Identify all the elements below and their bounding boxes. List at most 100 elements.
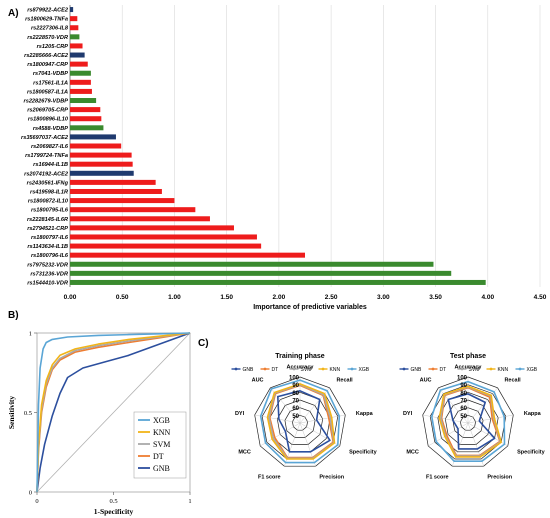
radar-gridline xyxy=(292,414,308,431)
radar-axis-label: F1 score xyxy=(426,474,449,480)
radar-legend-marker xyxy=(350,367,354,371)
radar-legend-marker xyxy=(263,367,267,371)
radar-series-line xyxy=(447,393,496,450)
roc-x-tick-label: 0 xyxy=(35,498,38,505)
radar-r-tick-label: 60 xyxy=(460,406,467,412)
radar-axis-label: Specificity xyxy=(517,449,545,455)
bar-category-label: rs1800947-CRP xyxy=(27,62,68,68)
bar xyxy=(70,116,102,122)
roc-diagonal xyxy=(36,332,191,493)
roc-x-axis-label: 1-Specificity xyxy=(94,507,134,516)
bar-x-tick-label: 0.00 xyxy=(64,294,77,301)
bar xyxy=(70,125,104,131)
bar-category-label: rs1205-CRP xyxy=(37,44,69,50)
radar-axis-label: Kappa xyxy=(356,411,374,417)
roc-legend-label: KNN xyxy=(153,428,171,437)
radar-axis-label: F1 score xyxy=(258,474,281,480)
radar-axis-label: Specificity xyxy=(349,449,377,455)
radar-series-line xyxy=(276,389,331,453)
roc-series-line xyxy=(36,332,191,493)
radar-legend-marker xyxy=(489,367,493,371)
radar-gridline xyxy=(276,399,324,445)
roc-y-tick-label: 0.5 xyxy=(24,410,32,417)
radar-spoke xyxy=(299,414,346,424)
radar-axis-label: Kappa xyxy=(524,411,542,417)
radar-spoke xyxy=(452,422,469,467)
bar-category-label: rs1800587-IL1A xyxy=(27,89,68,95)
roc-legend-label: XGB xyxy=(153,416,170,425)
bar xyxy=(70,198,175,204)
bar-category-label: rs1143634-IL1B xyxy=(27,244,68,250)
roc-y-axis-label: Sensitivity xyxy=(7,396,16,430)
radar-legend-marker xyxy=(460,367,464,371)
bar-x-tick-label: 4.50 xyxy=(534,294,547,301)
bar-category-label: rs2228145-IL6R xyxy=(27,217,68,223)
roc-legend-label: DT xyxy=(153,452,164,461)
bar xyxy=(70,61,88,67)
bar xyxy=(70,243,262,249)
bar xyxy=(70,207,196,213)
radar-legend-label: DT xyxy=(272,367,279,373)
panel-a-label: A) xyxy=(8,8,19,19)
bar-category-label: rs1800872-IL10 xyxy=(28,199,69,205)
bar xyxy=(70,88,92,94)
radar-series-line xyxy=(259,379,341,464)
radar-r-tick-label: 70 xyxy=(292,399,299,405)
roc-series-line xyxy=(36,332,191,493)
bar-category-label: rs1800795-IL6 xyxy=(31,208,69,214)
radar-legend-label: SVM xyxy=(469,367,480,373)
importance-bar-chart: 0.00 0.50 1.00 1.50 2.00 2.50 3.00 3.50 4.00 4.50… xyxy=(21,5,547,301)
bar-x-tick-label: 2.00 xyxy=(273,294,286,301)
bar xyxy=(70,98,97,104)
bar-category-label: rs419598-IL1R xyxy=(30,189,68,195)
bar-x-tick-label: 2.50 xyxy=(325,294,338,301)
bar-category-label: rs1800796-IL6 xyxy=(31,253,69,259)
panel-b-label: B) xyxy=(8,310,19,321)
bar xyxy=(70,7,74,13)
radar-r-tick-label: 50 xyxy=(292,414,299,420)
radar-legend-marker xyxy=(292,367,296,371)
radar-r-tick-label: 50 xyxy=(460,414,467,420)
bar-category-label: rs1544410-VDR xyxy=(27,280,68,286)
radar-legend-label: GNB xyxy=(243,367,255,373)
panel-c-label: C) xyxy=(198,338,209,349)
bar xyxy=(70,279,486,285)
radar-axis-label: Precision xyxy=(319,474,344,480)
bar-category-label: rs2228570-VDR xyxy=(27,35,68,41)
radar-r-tick-label: 80 xyxy=(460,391,467,397)
radar-axis-label: AUC xyxy=(420,378,432,384)
radar-axis-label: Accurracy xyxy=(455,364,483,370)
radar-legend-label: DT xyxy=(440,367,447,373)
bar-x-tick-label: 0.50 xyxy=(116,294,129,301)
radar-series-line xyxy=(266,383,336,460)
bar xyxy=(70,143,122,149)
radar-legend-label: KNN xyxy=(330,367,341,373)
bar xyxy=(70,270,452,276)
bar xyxy=(70,43,83,49)
bar-category-label: rs35697037-ACE2 xyxy=(21,135,69,141)
roc-legend xyxy=(133,411,187,479)
bar xyxy=(70,188,162,194)
radar-legend-label: XGB xyxy=(527,367,538,373)
radar-axis-label: DYI xyxy=(235,411,245,417)
radar-r-tick-label: 100 xyxy=(457,376,468,382)
radar-gridline xyxy=(422,376,514,467)
bar xyxy=(70,170,134,176)
bar-category-label: rs2430561-IFNg xyxy=(27,180,69,186)
bar xyxy=(70,70,91,76)
roc-x-tick-label: 1 xyxy=(188,498,191,505)
radar-spoke xyxy=(467,414,514,424)
bar xyxy=(70,134,116,140)
radar-r-tick-label: 90 xyxy=(460,383,467,389)
radar-spoke xyxy=(422,414,469,424)
bar xyxy=(70,179,156,185)
radar-spoke xyxy=(428,422,469,447)
radar-gridline xyxy=(254,376,346,467)
bar-category-label: rs2794521-CRP xyxy=(27,226,68,232)
bar xyxy=(70,161,133,167)
radar-spoke xyxy=(467,422,484,467)
roc-x-tick-label: 0.5 xyxy=(109,498,117,505)
